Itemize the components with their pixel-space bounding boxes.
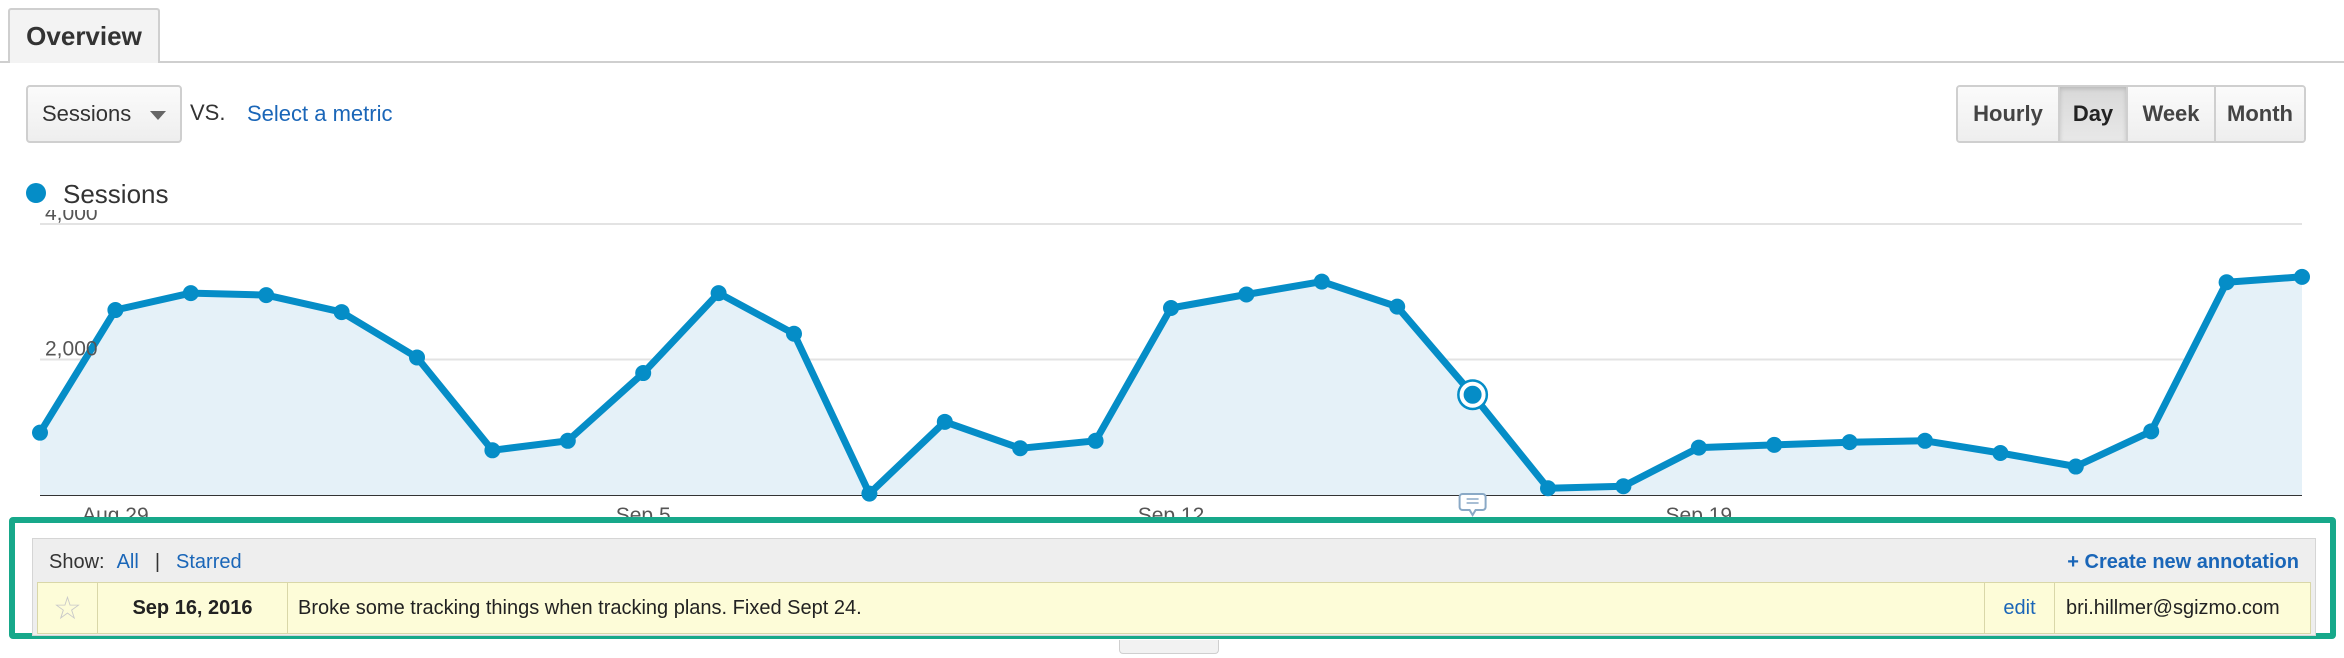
filter-separator: |	[154, 551, 161, 573]
data-point[interactable]	[1238, 286, 1255, 303]
vs-label: VS.	[190, 100, 226, 125]
metric-dropdown-value: Sessions	[42, 101, 132, 126]
star-icon[interactable]: ☆	[38, 583, 98, 633]
data-point[interactable]	[635, 365, 652, 382]
data-point[interactable]	[32, 424, 48, 441]
edit-annotation-link[interactable]: edit	[1985, 583, 2055, 633]
x-axis-labels: Aug 29 Sep 5 Sep 12 Sep 19	[82, 504, 1732, 520]
data-point[interactable]	[1087, 432, 1104, 449]
tab-overview[interactable]: Overview	[8, 8, 160, 63]
data-point[interactable]	[1766, 436, 1783, 453]
data-point[interactable]	[333, 304, 350, 321]
legend-marker	[26, 183, 46, 203]
annotation-date: Sep 16, 2016	[98, 583, 288, 633]
data-point[interactable]	[1690, 439, 1707, 456]
sessions-area	[40, 276, 2302, 495]
metric-dropdown[interactable]: Sessions	[26, 85, 182, 143]
annotation-filter: Show: All | Starred	[49, 551, 242, 574]
x-tick-label: Sep 12	[1138, 504, 1205, 520]
data-point[interactable]	[1389, 298, 1406, 315]
y-axis-labels: 4,000 2,000	[45, 210, 98, 361]
data-point[interactable]	[107, 302, 124, 319]
data-point[interactable]	[1163, 300, 1179, 317]
data-point[interactable]	[409, 349, 425, 366]
select-metric-link[interactable]: Select a metric	[247, 101, 393, 126]
annotation-row: ☆ Sep 16, 2016 Broke some tracking thing…	[37, 582, 2311, 634]
data-point[interactable]	[2294, 268, 2310, 285]
x-tick-label: Sep 19	[1666, 504, 1733, 520]
data-point[interactable]	[1992, 444, 2009, 461]
highlight-ring	[1457, 379, 1489, 411]
annotations-panel: Show: All | Starred + Create new annotat…	[9, 517, 2336, 639]
data-point-highlighted[interactable]	[1459, 381, 1486, 408]
data-point[interactable]	[1841, 434, 1858, 451]
annotation-text: Broke some tracking things when tracking…	[288, 583, 1985, 633]
chevron-down-icon	[150, 111, 166, 120]
data-point[interactable]	[1917, 432, 1933, 449]
data-point[interactable]	[786, 325, 802, 342]
day-button[interactable]: Day	[2060, 87, 2128, 141]
data-point[interactable]	[1615, 478, 1632, 495]
data-point[interactable]	[2143, 423, 2160, 440]
annotation-user: bri.hillmer@sgizmo.com	[2066, 596, 2280, 619]
show-starred-link[interactable]: Starred	[176, 551, 242, 573]
create-annotation-link[interactable]: + Create new annotation	[2067, 551, 2299, 573]
annotation-marker-icon[interactable]	[1458, 493, 1487, 517]
tab-bar-divider	[0, 61, 2344, 63]
data-point[interactable]	[1540, 480, 1556, 497]
data-point[interactable]	[710, 285, 727, 302]
week-button[interactable]: Week	[2128, 87, 2216, 141]
y-tick-label: 4,000	[45, 210, 98, 225]
annotation-bubble	[1458, 493, 1487, 517]
data-point[interactable]	[258, 287, 275, 304]
y-tick-label: 2,000	[45, 338, 98, 361]
data-points	[32, 268, 2310, 502]
data-point[interactable]	[182, 285, 199, 302]
month-button[interactable]: Month	[2216, 87, 2304, 141]
data-point[interactable]	[484, 442, 501, 459]
collapse-handle[interactable]	[1119, 640, 1219, 654]
legend-label[interactable]: Sessions	[63, 179, 169, 209]
sessions-chart[interactable]: 4,000 2,000 Aug 29 Sep 5 Sep 12 Sep 19	[0, 210, 2344, 520]
data-point[interactable]	[1313, 273, 1330, 290]
show-all-link[interactable]: All	[116, 551, 139, 573]
x-tick-label: Aug 29	[82, 504, 149, 520]
data-point[interactable]	[559, 432, 576, 449]
x-tick-label: Sep 5	[616, 504, 671, 520]
data-point[interactable]	[936, 413, 953, 430]
data-point[interactable]	[1012, 440, 1029, 457]
data-point[interactable]	[2067, 458, 2084, 475]
hourly-button[interactable]: Hourly	[1958, 87, 2060, 141]
data-point[interactable]	[2218, 274, 2235, 291]
data-point[interactable]	[861, 485, 878, 502]
annotations-inner: Show: All | Starred + Create new annotat…	[32, 538, 2316, 636]
show-label: Show:	[49, 551, 105, 573]
granularity-toggle: Hourly Day Week Month	[1956, 85, 2306, 143]
